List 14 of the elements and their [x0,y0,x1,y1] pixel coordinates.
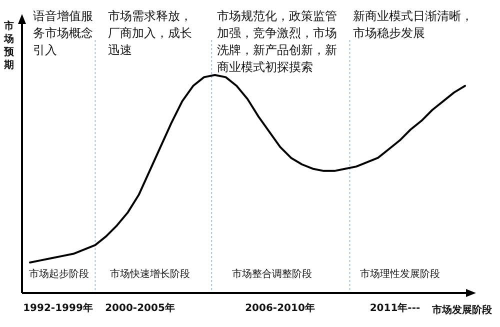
annotation: 市场整合调整阶段 [232,268,312,282]
text: 1992-1999年 [23,302,93,316]
annotation: 市场快速增长阶段 [110,268,190,282]
text: 语音增值服务市场概念引入 [33,8,94,59]
text: 新商业模式日渐清晰，市场稳步发展 [353,8,474,42]
x-axis-title: 市场发展阶段 [432,303,492,318]
annotation: 市场理性发展阶段 [360,268,440,282]
text: 2011年--- [370,302,420,316]
y-axis-title: 市场预期 [4,20,15,72]
annotation: 市场起步阶段 [29,268,89,282]
text: 市场规范化，政策监管加强，竞争激烈，市场洗牌，新产品创新，新商业模式初探摸索 [217,8,338,76]
text: 2000-2005年 [105,302,175,316]
text: 市场需求释放，厂商加入，成长迅速 [108,8,193,59]
text: 2006-2010年 [245,302,315,316]
